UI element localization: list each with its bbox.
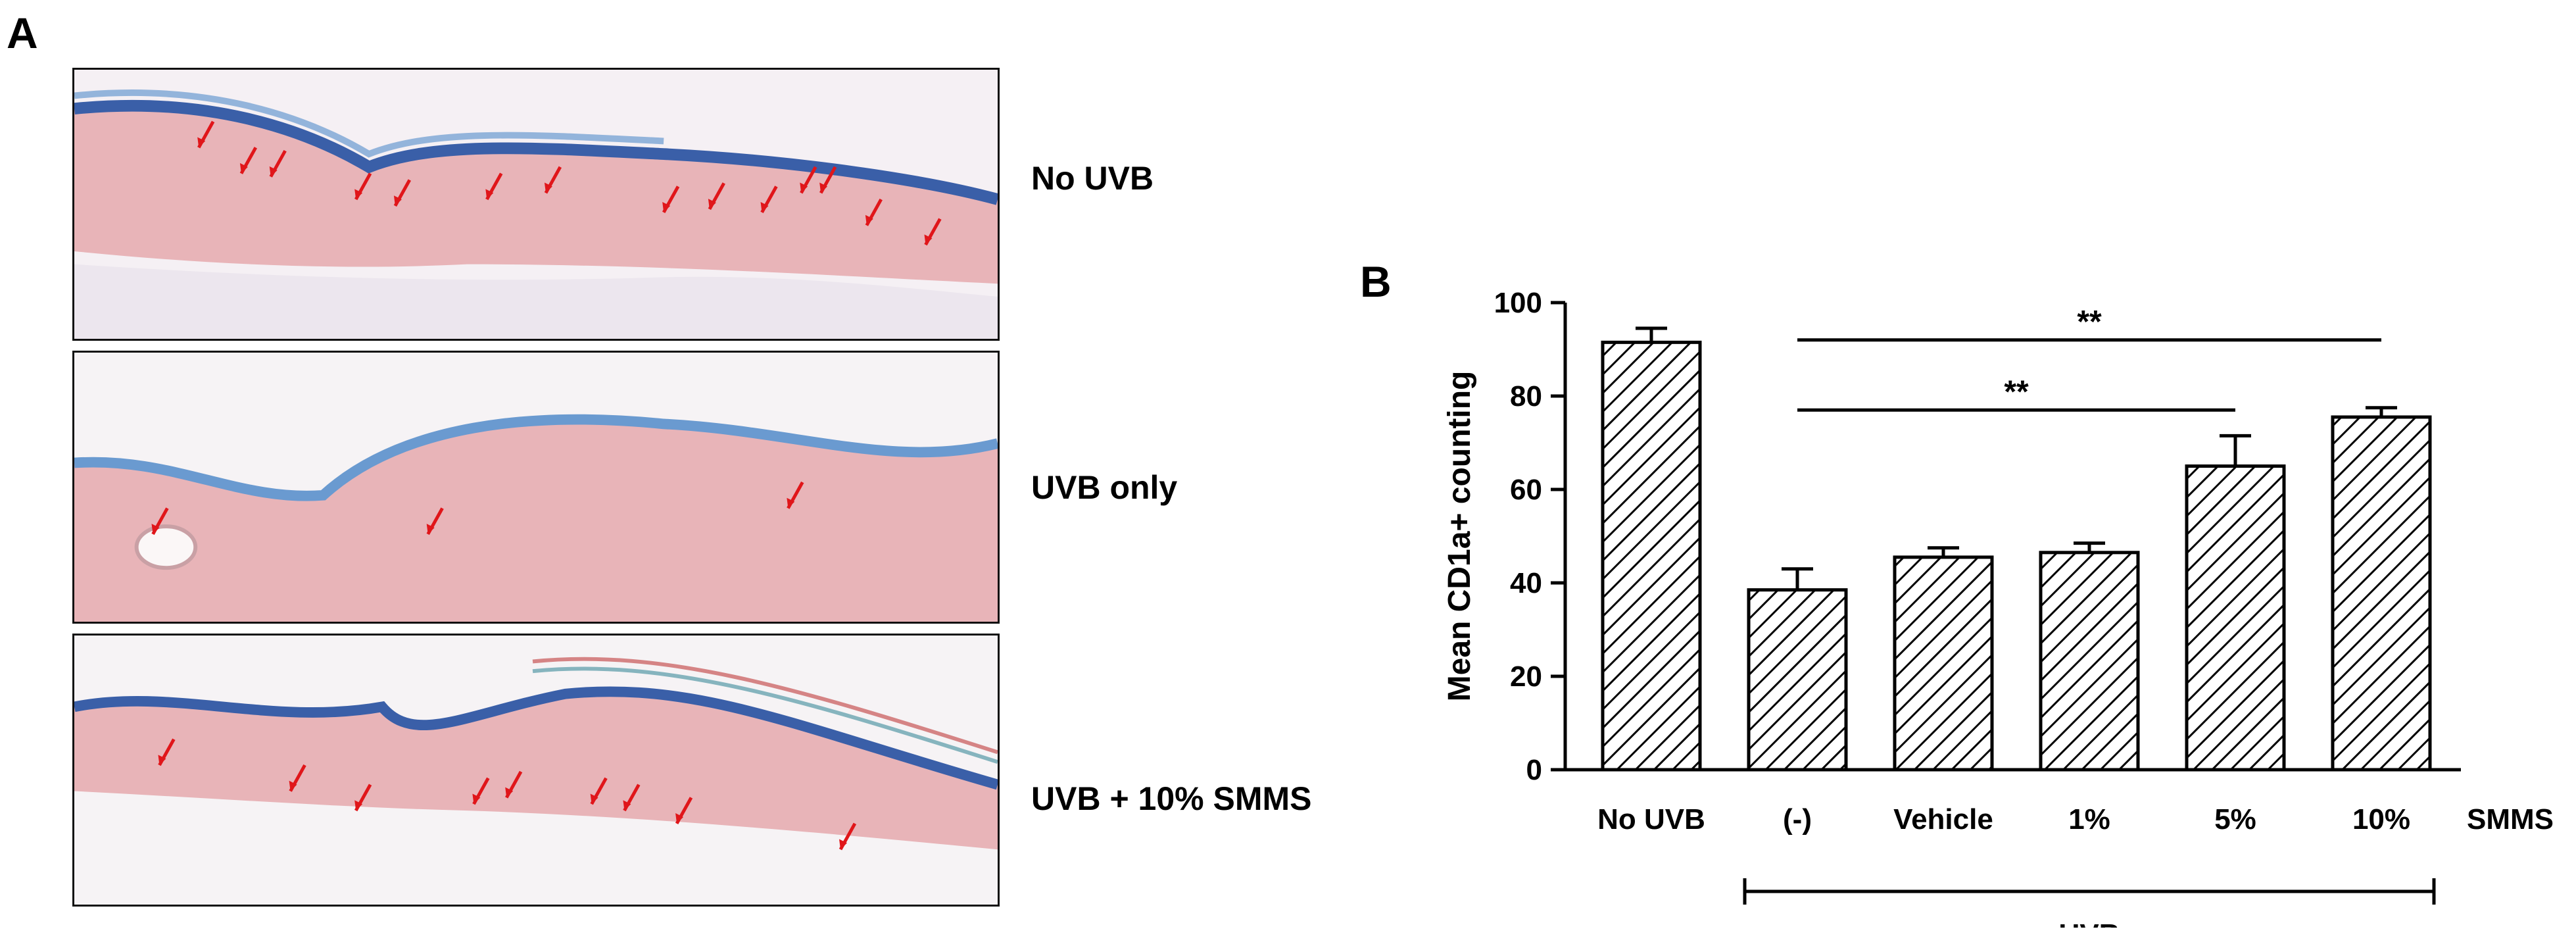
cell-marker-arrow xyxy=(623,784,641,812)
significance-label: ** xyxy=(2077,305,2102,339)
cell-marker-arrow xyxy=(675,797,693,824)
x-tick-label: Vehicle xyxy=(1893,803,1993,836)
bar-No UVB xyxy=(1601,340,1702,772)
x-tick-label: (-) xyxy=(1783,803,1812,836)
cell-marker-arrow xyxy=(354,172,372,201)
cell-marker-arrow xyxy=(838,822,857,851)
group-label: UVB xyxy=(2059,918,2120,928)
cell-marker-arrow xyxy=(239,147,258,174)
y-tick-label: 40 xyxy=(1510,567,1542,599)
label-uvb-smms: UVB + 10% SMMS xyxy=(1031,780,1312,817)
y-tick-label: 20 xyxy=(1510,661,1542,693)
cell-marker-arrow xyxy=(865,198,883,226)
panel-a-letter: A xyxy=(7,9,38,57)
cell-marker-arrow xyxy=(197,120,215,149)
x-tick-label: No UVB xyxy=(1597,803,1705,836)
cell-marker-arrow xyxy=(485,172,503,201)
cell-marker-arrow xyxy=(800,166,817,194)
micrograph-uvb-smms xyxy=(72,634,1000,907)
significance-label: ** xyxy=(2004,374,2029,409)
cd1a-bar-chart: 0 20 40 60 80 100 Mean CD1a+ counting No UVB (-)… xyxy=(1442,287,2554,928)
x-tick-label: 1% xyxy=(2068,803,2110,836)
label-no-uvb: No UVB xyxy=(1031,160,1154,197)
y-tick-label: 60 xyxy=(1510,474,1542,506)
bar-10% xyxy=(2331,415,2432,772)
y-tick-label: 100 xyxy=(1494,287,1542,319)
cell-marker-arrow xyxy=(158,738,176,766)
cell-marker-arrow xyxy=(354,784,372,812)
cell-marker-arrow xyxy=(472,777,490,805)
cell-marker-arrow xyxy=(590,777,608,805)
x-extra-label: SMMS xyxy=(2467,803,2554,836)
bar-5% xyxy=(2185,464,2286,772)
cell-marker-arrow xyxy=(426,507,444,536)
cell-marker-arrow xyxy=(924,218,942,246)
x-tick-label: 5% xyxy=(2214,803,2256,836)
y-axis-title: Mean CD1a+ counting xyxy=(1442,371,1477,702)
y-tick-label: 0 xyxy=(1526,754,1542,786)
micrograph-uvb-only-image xyxy=(74,353,998,622)
cell-marker-arrow xyxy=(289,764,306,792)
bar-Vehicle xyxy=(1893,555,1994,772)
micrograph-no-uvb-image xyxy=(74,70,998,339)
label-uvb-only: UVB only xyxy=(1031,469,1178,506)
cell-marker-arrow xyxy=(269,150,287,178)
cell-marker-arrow xyxy=(662,186,680,214)
micrograph-uvb-smms-image xyxy=(74,636,998,905)
cell-marker-arrow xyxy=(708,182,725,211)
bar-1% xyxy=(2039,551,2140,772)
panel-b-letter: B xyxy=(1360,257,1392,306)
micrograph-uvb-only xyxy=(72,351,1000,624)
bar-(-) xyxy=(1747,588,1848,772)
cell-marker-arrow xyxy=(151,507,169,536)
cell-marker-arrow xyxy=(393,179,412,207)
cell-marker-arrow xyxy=(819,166,837,194)
x-tick-label: 10% xyxy=(2352,803,2410,836)
cell-marker-arrow xyxy=(544,166,562,194)
y-tick-label: 80 xyxy=(1510,380,1542,412)
cell-marker-arrow xyxy=(787,481,804,509)
cell-marker-arrow xyxy=(505,770,523,799)
cell-marker-arrow xyxy=(760,186,778,214)
micrograph-no-uvb xyxy=(72,68,1000,341)
